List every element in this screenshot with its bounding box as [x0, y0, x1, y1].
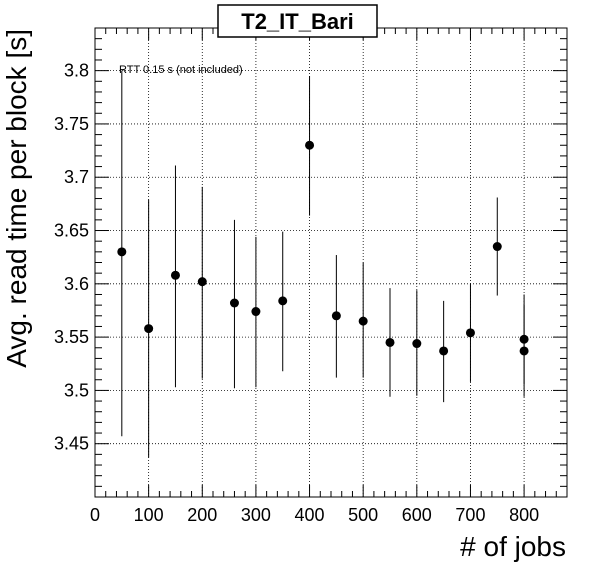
x-tick-label: 500: [348, 505, 378, 525]
x-tick-label: 100: [134, 505, 164, 525]
x-tick-label: 200: [187, 505, 217, 525]
data-point: [144, 324, 154, 334]
data-point: [358, 316, 368, 326]
grid-layer: [94, 28, 567, 497]
data-point: [197, 277, 207, 287]
rtt-annotation: RTT 0.15 s (not included): [119, 64, 243, 76]
x-tick-label: 300: [241, 505, 271, 525]
x-tick-labels: 0 100 200 300 400 500 600 700 800: [90, 505, 539, 525]
y-tick-label: 3.45: [54, 434, 89, 454]
y-tick-label: 3.6: [64, 274, 89, 294]
plot-frame: [94, 27, 568, 498]
y-tick-label: 3.8: [64, 61, 89, 81]
error-bars: [121, 70, 525, 458]
data-point: [439, 346, 449, 356]
data-point: [412, 339, 422, 349]
x-tick-label: 400: [295, 505, 325, 525]
title-box: [217, 4, 378, 38]
x-tick-label: 600: [402, 505, 432, 525]
data-point: [278, 296, 288, 306]
y-tick-labels: 3.45 3.5 3.55 3.6 3.65 3.7 3.75 3.8: [54, 61, 89, 454]
x-axis-label: # of jobs: [460, 531, 566, 562]
x-tick-label: 800: [509, 505, 539, 525]
data-point: [251, 307, 261, 317]
data-point: [385, 337, 395, 347]
y-tick-label: 3.55: [54, 327, 89, 347]
data-point: [170, 270, 180, 280]
y-tick-label: 3.65: [54, 221, 89, 241]
y-axis-label: Avg. read time per block [s]: [1, 29, 32, 368]
tick-layer: [94, 27, 568, 497]
data-point: [492, 242, 502, 252]
data-point: [519, 346, 529, 356]
y-tick-label: 3.75: [54, 114, 89, 134]
x-tick-label: 700: [455, 505, 485, 525]
data-point: [331, 311, 341, 321]
x-tick-label: 0: [90, 505, 100, 525]
chart-title: T2_IT_Bari: [241, 9, 354, 34]
data-point: [117, 247, 127, 257]
data-point: [465, 328, 475, 338]
data-points: [117, 140, 529, 356]
data-point: [229, 298, 239, 308]
data-point: [519, 334, 529, 344]
y-tick-label: 3.7: [64, 167, 89, 187]
y-tick-label: 3.5: [64, 380, 89, 400]
data-point: [305, 140, 315, 150]
